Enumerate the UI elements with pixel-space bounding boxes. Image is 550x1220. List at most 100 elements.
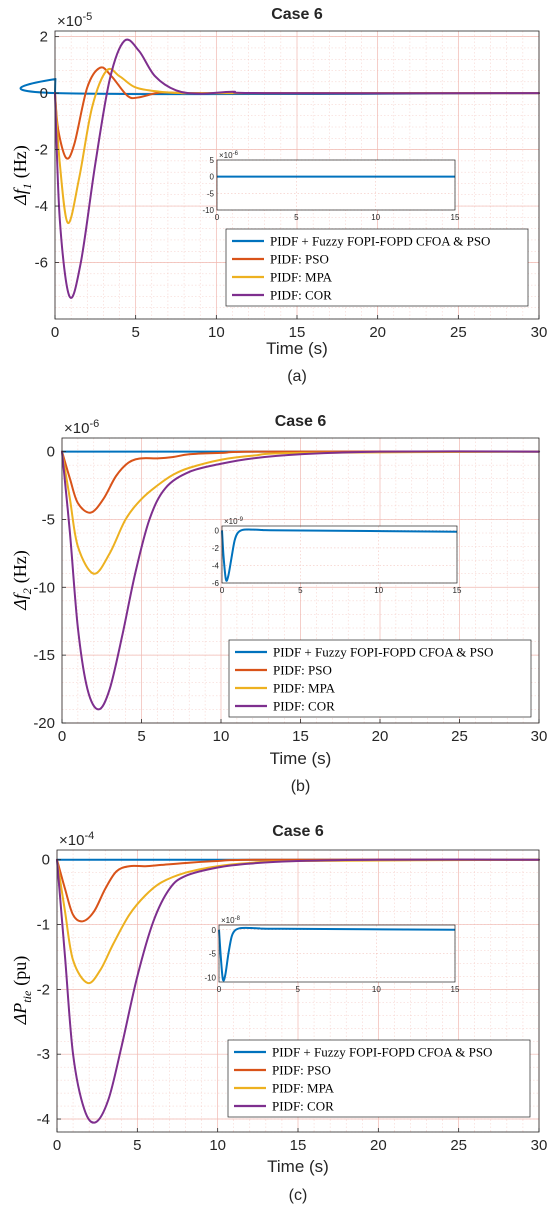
y-tick-label: 0 xyxy=(47,444,55,461)
y-tick-label: -15 xyxy=(33,647,55,664)
y-axis-label: Δf2 (Hz) xyxy=(10,550,34,611)
legend-label-cor: PIDF: COR xyxy=(273,699,335,714)
y-tick-label: -5 xyxy=(42,511,55,528)
x-tick-label: 20 xyxy=(372,728,389,745)
y-exponent-power: -6 xyxy=(89,418,99,430)
inset-x-tick-label: 5 xyxy=(294,213,299,222)
y-tick-label: -1 xyxy=(37,917,50,934)
series-line-cor xyxy=(54,38,540,299)
y-axis-label-unit: (Hz) xyxy=(10,550,31,583)
inset-exponent-label: ×10-8 xyxy=(221,916,241,925)
y-axis-label-subscript: 2 xyxy=(20,588,34,594)
y-axis-label-unit: (Hz) xyxy=(10,145,31,178)
inset-plot-area xyxy=(217,160,455,210)
panel-caption: (b) xyxy=(291,778,311,795)
inset-y-tick-label: -10 xyxy=(202,206,214,215)
y-tick-label: -10 xyxy=(33,579,55,596)
inset-axes-box xyxy=(218,924,456,983)
inset-x-tick-label: 15 xyxy=(453,586,462,595)
inset-exponent-base: ×10 xyxy=(219,151,233,160)
legend: PIDF + Fuzzy FOPI-FOPD CFOA & PSO PIDF: P… xyxy=(228,639,532,718)
x-tick-label: 30 xyxy=(531,728,548,745)
x-tick-label: 25 xyxy=(450,1137,467,1154)
inset-exponent-label: ×10-6 xyxy=(219,151,239,160)
x-tick-label: 15 xyxy=(289,324,306,341)
inset-x-tick-label: 10 xyxy=(374,586,383,595)
inset-x-tick-label: 15 xyxy=(451,213,460,222)
legend-label-fuzzy: PIDF + Fuzzy FOPI-FOPD CFOA & PSO xyxy=(273,645,493,660)
y-tick-label: -3 xyxy=(37,1046,50,1063)
y-tick-label: 0 xyxy=(40,85,48,102)
y-exponent-label: ×10-4 xyxy=(59,830,94,849)
x-tick-label: 10 xyxy=(213,728,230,745)
y-tick-label: 0 xyxy=(42,852,50,869)
inset-exponent-power: -8 xyxy=(235,916,241,922)
inset-plot-area xyxy=(222,526,457,583)
x-axis-label: Time (s) xyxy=(266,339,328,358)
inset-y-tick-label: -2 xyxy=(212,544,220,553)
chart-title: Case 6 xyxy=(271,6,323,23)
inset-x-tick-label: 0 xyxy=(220,586,225,595)
y-axis-label-subscript: tie xyxy=(20,990,34,1003)
series-group xyxy=(56,858,540,1124)
y-exponent-base: ×10 xyxy=(64,420,89,437)
inset-y-tick-label: -4 xyxy=(212,561,220,570)
inset-exponent-power: -6 xyxy=(233,151,239,157)
inset-x-tick-label: 0 xyxy=(217,985,222,994)
y-axis-label-symbol: Δf xyxy=(10,186,30,206)
inset-x-tick-label: 10 xyxy=(372,985,381,994)
chart-title: Case 6 xyxy=(272,823,324,840)
y-tick-label: -6 xyxy=(35,255,48,272)
legend-label-cor: PIDF: COR xyxy=(272,1099,334,1114)
panel-caption: (c) xyxy=(289,1187,308,1204)
y-axis-label: Δf1 (Hz) xyxy=(10,145,34,206)
series-line-cor xyxy=(61,450,540,711)
panel-caption: (a) xyxy=(287,368,307,385)
legend-box xyxy=(225,228,529,307)
y-tick-label: -4 xyxy=(37,1111,50,1128)
legend-label-pso: PIDF: PSO xyxy=(270,252,329,267)
inset-y-tick-label: 0 xyxy=(215,526,220,535)
x-tick-label: 5 xyxy=(131,324,139,341)
series-line-mpa xyxy=(61,450,540,575)
inset-series-line-fuzzy xyxy=(218,926,456,982)
y-tick-label: -2 xyxy=(37,981,50,998)
x-tick-label: 10 xyxy=(209,1137,226,1154)
y-tick-label: -4 xyxy=(35,198,48,215)
inset-x-tick-label: 15 xyxy=(451,985,460,994)
inset-axes-box xyxy=(221,525,458,584)
inset-x-tick-label: 5 xyxy=(298,586,303,595)
y-exponent-base: ×10 xyxy=(57,13,82,30)
legend-label-pso: PIDF: PSO xyxy=(273,663,332,678)
inset-y-tick-label: -10 xyxy=(204,973,216,982)
inset-plot: 0 5 10 15 0 -2 -4 -6 ×10-9 xyxy=(212,517,462,595)
y-exponent-label: ×10-5 xyxy=(57,11,92,30)
y-tick-label: -20 xyxy=(33,715,55,732)
inset-plot: 0 5 10 15 5 0 -5 -10 ×10-6 xyxy=(202,151,460,222)
y-exponent-power: -4 xyxy=(84,830,94,842)
x-tick-label: 25 xyxy=(450,324,467,341)
legend-box xyxy=(227,1039,531,1118)
legend-label-mpa: PIDF: MPA xyxy=(270,270,333,285)
series-line-pso xyxy=(56,858,540,923)
legend-label-fuzzy: PIDF + Fuzzy FOPI-FOPD CFOA & PSO xyxy=(270,234,490,249)
legend-label-mpa: PIDF: MPA xyxy=(273,681,336,696)
inset-y-tick-label: -5 xyxy=(207,189,215,198)
x-tick-label: 30 xyxy=(531,324,548,341)
inset-axes-box xyxy=(216,159,456,211)
inset-x-tick-label: 10 xyxy=(371,213,380,222)
x-tick-label: 0 xyxy=(53,1137,61,1154)
series-line-cor xyxy=(56,858,540,1124)
y-tick-label: -2 xyxy=(35,142,48,159)
y-exponent-label: ×10-6 xyxy=(64,418,99,437)
x-tick-label: 20 xyxy=(369,324,386,341)
inset-y-tick-label: -6 xyxy=(212,579,220,588)
series-line-pso xyxy=(61,450,540,514)
inset-plot: 0 5 10 15 0 -5 -10 ×10-8 xyxy=(204,916,460,994)
y-exponent-base: ×10 xyxy=(59,832,84,849)
y-axis-label-symbol: Δf xyxy=(10,591,30,611)
x-tick-label: 5 xyxy=(137,728,145,745)
